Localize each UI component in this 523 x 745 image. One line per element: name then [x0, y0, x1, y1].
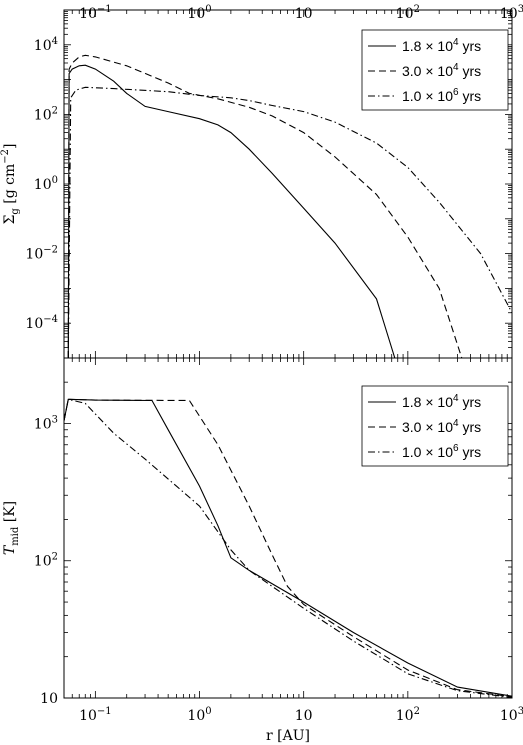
- x-tick-label-top: 10−1: [79, 4, 112, 22]
- x-tick-label-top: 103: [500, 4, 523, 22]
- y-tick-label: 102: [34, 105, 58, 123]
- x-tick-label-top: 102: [396, 4, 420, 22]
- x-tick-label: 103: [500, 706, 523, 724]
- x-tick-label-top: 100: [187, 4, 211, 22]
- x-tick-label: 10−1: [79, 706, 112, 724]
- series-line-sigma-1: [67, 54, 463, 358]
- y-tick-label: 10−4: [25, 314, 58, 332]
- series-line-tmid-2: [64, 398, 512, 698]
- y-tick-label: 10: [40, 691, 58, 707]
- y-axis-label: Tmid [K]: [2, 501, 21, 555]
- x-tick-label: 10: [295, 708, 313, 724]
- y-tick-label: 10−2: [25, 245, 58, 263]
- x-tick-label: 100: [187, 706, 211, 724]
- legend-label: 1.8 × 104 yrs: [402, 393, 481, 410]
- surface-density-panel: 10−4 10−2 100 102 104 10−1 100 10 102 103 Σg [g cm…: [0, 4, 523, 359]
- axes-frame-tmid: [63, 357, 513, 699]
- legend-label: 1.8 × 104 yrs: [402, 37, 481, 54]
- series-line-tmid-1: [64, 398, 512, 698]
- x-axis-label: r [AU]: [266, 728, 310, 744]
- midplane-temperature-panel: 10 102 103 10−1 100 10 102 103 Tmid [K] r [AU] 1.8…: [2, 357, 523, 744]
- legend-label: 1.0 × 106 yrs: [402, 443, 481, 460]
- legend-tmid: [361, 385, 509, 467]
- y-axis-label: Σg [g cm−2]: [0, 144, 21, 225]
- x-tick-label: 102: [396, 706, 420, 724]
- series-line-sigma-0: [67, 64, 396, 358]
- legend-label: 3.0 × 104 yrs: [402, 418, 481, 435]
- y-tick-label: 100: [34, 175, 58, 193]
- y-tick-label: 103: [34, 414, 58, 432]
- legend-sigma: [361, 29, 509, 111]
- series-line-sigma-2: [67, 86, 512, 358]
- x-tick-label-top: 10: [295, 6, 313, 22]
- y-tick-label: 102: [34, 552, 58, 570]
- y-tick-label: 104: [34, 36, 58, 54]
- legend-label: 3.0 × 104 yrs: [402, 62, 481, 79]
- legend-label: 1.0 × 106 yrs: [402, 87, 481, 104]
